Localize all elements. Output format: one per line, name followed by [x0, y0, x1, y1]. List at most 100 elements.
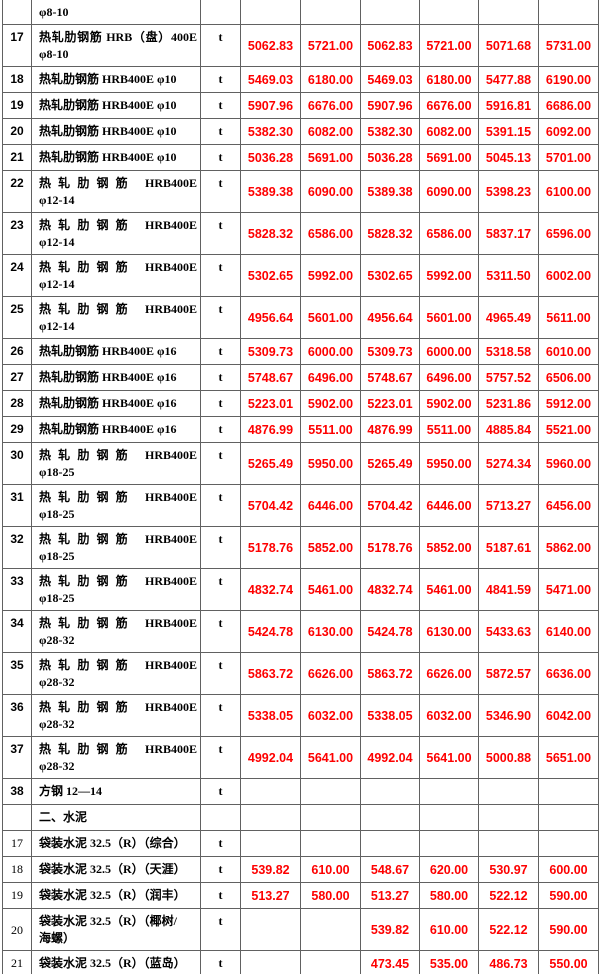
item-name-cell: 热轧肋钢筋 HRB400E φ10: [31, 118, 201, 145]
price-cell: 5036.28: [240, 144, 301, 171]
item-name-line: 热轧肋钢筋 HRB400E: [39, 658, 197, 672]
item-name-line: 热轧肋钢筋 HRB400E: [39, 176, 197, 190]
item-name-line: φ18-25: [39, 507, 75, 521]
price-cell: 6010.00: [538, 338, 599, 365]
item-name-cell: φ8-10: [31, 0, 201, 25]
price-cell: 5178.76: [240, 526, 301, 569]
price-cell: 4841.59: [478, 568, 539, 611]
item-name-line: φ12-14: [39, 277, 75, 291]
price-cell: 5902.00: [419, 390, 479, 417]
unit-cell: t: [200, 390, 241, 417]
price-cell: 6000.00: [419, 338, 479, 365]
item-name-cell: 热轧肋钢筋 HRB400E φ16: [31, 364, 201, 391]
price-cell: 5611.00: [538, 296, 599, 339]
price-cell: [240, 804, 301, 831]
price-cell: 620.00: [419, 856, 479, 883]
unit-cell: t: [200, 170, 241, 213]
price-cell: 5424.78: [240, 610, 301, 653]
price-cell: 580.00: [300, 882, 361, 909]
price-cell: 600.00: [538, 856, 599, 883]
price-cell: 5071.68: [478, 24, 539, 67]
price-cell: [538, 778, 599, 805]
price-cell: [419, 804, 479, 831]
price-cell: 5837.17: [478, 212, 539, 255]
item-name-line: φ18-25: [39, 591, 75, 605]
price-cell: 5748.67: [240, 364, 301, 391]
price-cell: 5391.15: [478, 118, 539, 145]
item-name-cell: 袋装水泥 32.5（R）（椰树/海螺）: [31, 908, 201, 951]
price-cell: 5187.61: [478, 526, 539, 569]
price-cell: [300, 804, 361, 831]
price-cell: [538, 830, 599, 857]
table-row: 19 热轧肋钢筋 HRB400E φ10 t 5907.96 6676.00 5907.9…: [2, 92, 599, 119]
row-number-cell: 24: [2, 254, 32, 297]
price-cell: 5223.01: [360, 390, 420, 417]
price-cell: 5231.86: [478, 390, 539, 417]
price-cell: 5907.96: [360, 92, 420, 119]
price-cell: 5318.58: [478, 338, 539, 365]
item-name-line: φ28-32: [39, 633, 75, 647]
price-cell: 6042.00: [538, 694, 599, 737]
section-header-row: 二、水泥: [2, 804, 599, 831]
price-cell: 5872.57: [478, 652, 539, 695]
unit-cell: t: [200, 652, 241, 695]
price-cell: 5828.32: [360, 212, 420, 255]
price-cell: 5338.05: [240, 694, 301, 737]
unit-cell: [200, 0, 241, 25]
item-name-cell: 热轧肋钢筋 HRB400E φ12-14: [31, 254, 201, 297]
price-cell: 6130.00: [300, 610, 361, 653]
item-name-line: 热轧肋钢筋 HRB400E φ16: [39, 396, 177, 410]
table-row: 21 袋装水泥 32.5（R）（蓝岛） t 473.45 535.00 486.73 550…: [2, 950, 599, 974]
price-cell: 486.73: [478, 950, 539, 974]
row-number-cell: 29: [2, 416, 32, 443]
price-cell: 6000.00: [300, 338, 361, 365]
item-name-line: 海螺）: [39, 931, 76, 945]
unit-cell: t: [200, 144, 241, 171]
row-number-cell: 28: [2, 390, 32, 417]
price-cell: 5424.78: [360, 610, 420, 653]
price-cell: [538, 804, 599, 831]
item-name-line: 袋装水泥 32.5（R）（天涯）: [39, 862, 186, 876]
price-cell: 535.00: [419, 950, 479, 974]
price-cell: 5062.83: [360, 24, 420, 67]
price-cell: 5691.00: [300, 144, 361, 171]
table-row: 32 热轧肋钢筋 HRB400E φ18-25 t 5178.76 5852.00 5178…: [2, 526, 599, 569]
item-name-cell: 热轧肋钢筋 HRB400E φ18-25: [31, 442, 201, 485]
price-cell: 5862.00: [538, 526, 599, 569]
price-cell: 5433.63: [478, 610, 539, 653]
price-cell: 5704.42: [360, 484, 420, 527]
row-number-cell: 19: [2, 92, 32, 119]
price-cell: 6586.00: [419, 212, 479, 255]
item-name-cell: 热轧肋钢筋 HRB400E φ12-14: [31, 296, 201, 339]
price-cell: 5382.30: [360, 118, 420, 145]
item-name-line: 热轧肋钢筋 HRB400E: [39, 218, 197, 232]
price-cell: 6082.00: [300, 118, 361, 145]
item-name-cell: 袋装水泥 32.5（R）（蓝岛）: [31, 950, 201, 974]
price-cell: 4965.49: [478, 296, 539, 339]
price-cell: 6032.00: [300, 694, 361, 737]
price-cell: 5461.00: [300, 568, 361, 611]
price-cell: 5309.73: [240, 338, 301, 365]
table-row: 21 热轧肋钢筋 HRB400E φ10 t 5036.28 5691.00 5036.2…: [2, 144, 599, 171]
row-number-cell: 36: [2, 694, 32, 737]
table-row: 30 热轧肋钢筋 HRB400E φ18-25 t 5265.49 5950.00 5265…: [2, 442, 599, 485]
price-cell: 6596.00: [538, 212, 599, 255]
price-cell: 4876.99: [240, 416, 301, 443]
table-row: 37 热轧肋钢筋 HRB400E φ28-32 t 4992.04 5641.00 4992…: [2, 736, 599, 779]
price-cell: [240, 830, 301, 857]
price-cell: 6130.00: [419, 610, 479, 653]
item-name-cell: 袋装水泥 32.5（R）（综合）: [31, 830, 201, 857]
item-name-line: 袋装水泥 32.5（R）（综合）: [39, 836, 186, 850]
price-cell: 6496.00: [300, 364, 361, 391]
item-name-line: 热轧肋钢筋 HRB400E φ10: [39, 124, 177, 138]
item-name-line: 热轧肋钢筋 HRB400E: [39, 260, 197, 274]
item-name-line: φ28-32: [39, 675, 75, 689]
unit-cell: t: [200, 118, 241, 145]
price-cell: 5511.00: [419, 416, 479, 443]
price-cell: 6446.00: [300, 484, 361, 527]
table-row: 35 热轧肋钢筋 HRB400E φ28-32 t 5863.72 6626.00 5863…: [2, 652, 599, 695]
price-cell: 5471.00: [538, 568, 599, 611]
unit-cell: t: [200, 568, 241, 611]
price-cell: 590.00: [538, 882, 599, 909]
price-cell: 5721.00: [419, 24, 479, 67]
